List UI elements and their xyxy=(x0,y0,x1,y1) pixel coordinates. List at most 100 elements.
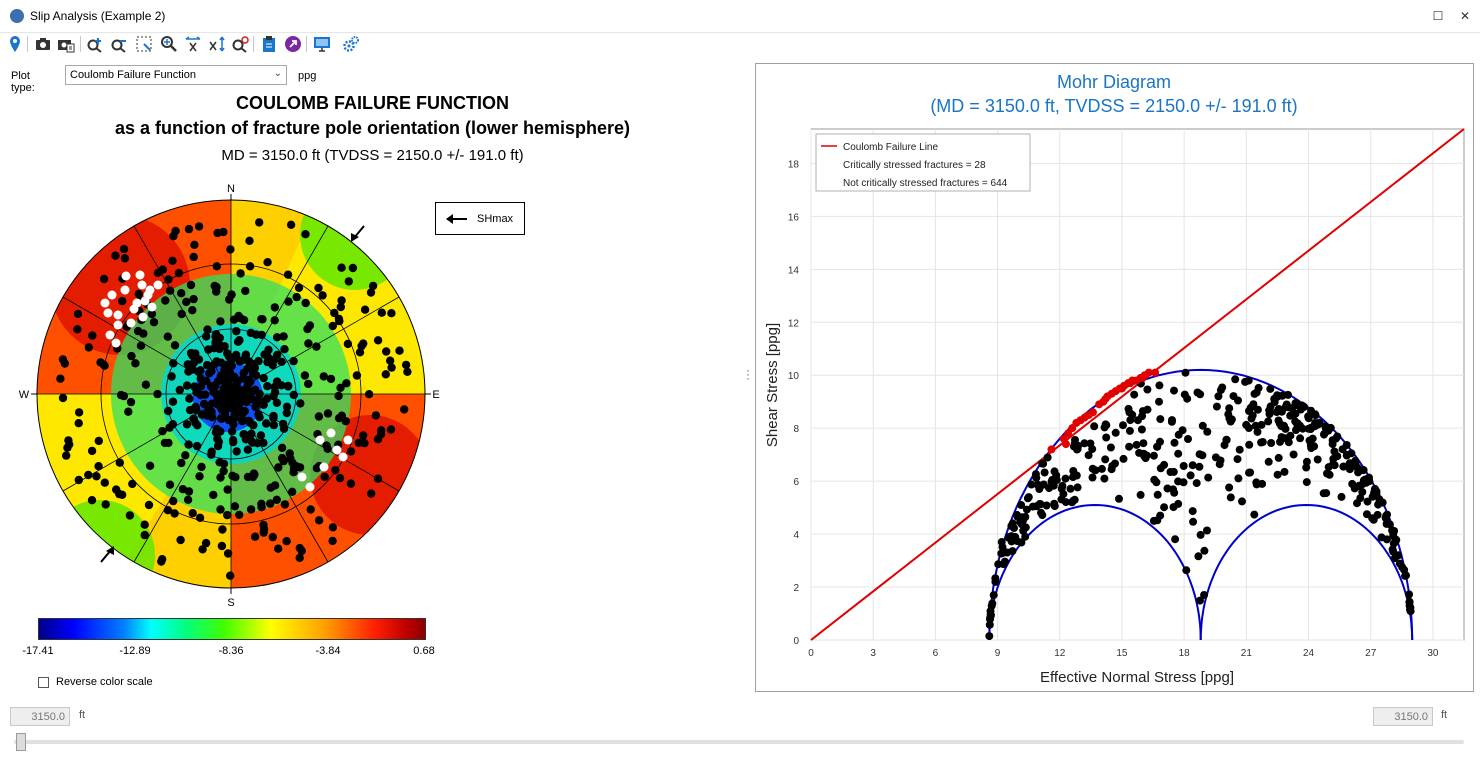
md-right-field[interactable]: 3150.0 xyxy=(1373,707,1433,726)
fracture-pole xyxy=(223,403,233,412)
export-icon[interactable] xyxy=(284,35,302,53)
noncritical-point xyxy=(1160,503,1169,512)
noncritical-point xyxy=(1302,478,1311,487)
fracture-pole xyxy=(337,263,346,272)
fracture-pole xyxy=(274,463,283,472)
noncritical-point xyxy=(1169,485,1178,494)
fracture-pole xyxy=(63,443,72,452)
noncritical-point xyxy=(1136,490,1145,499)
fracture-pole xyxy=(256,431,266,440)
reverse-color-scale-checkbox[interactable] xyxy=(38,677,49,688)
splitter-handle[interactable]: · · · xyxy=(746,363,750,385)
noncritical-point xyxy=(1149,516,1158,525)
fracture-pole xyxy=(196,374,205,383)
stretch-vertical-icon[interactable] xyxy=(208,35,226,53)
fracture-pole xyxy=(223,510,232,520)
depth-slider-track[interactable] xyxy=(14,740,1464,744)
noncritical-point xyxy=(1106,443,1115,452)
fracture-pole xyxy=(115,458,125,467)
fracture-pole xyxy=(395,346,404,355)
plot-type-unit: ppg xyxy=(298,70,317,82)
maximize-button[interactable]: ☐ xyxy=(1432,9,1444,23)
fracture-pole xyxy=(305,321,315,330)
critical-point xyxy=(1061,440,1070,449)
fracture-pole xyxy=(171,226,180,236)
copy-image-icon[interactable] xyxy=(57,35,75,53)
fracture-pole xyxy=(223,485,232,494)
noncritical-point xyxy=(1021,523,1030,532)
fracture-pole xyxy=(210,382,219,391)
fracture-pole xyxy=(288,487,297,496)
fracture-pole xyxy=(371,411,381,420)
noncritical-point xyxy=(1101,455,1110,464)
md-left-field[interactable]: 3150.0 xyxy=(10,707,70,726)
noncritical-point xyxy=(1188,507,1197,516)
fracture-pole xyxy=(269,411,278,421)
fracture-pole xyxy=(272,398,282,407)
zoom-rectangle-icon[interactable] xyxy=(135,35,153,53)
fracture-pole xyxy=(359,339,368,348)
fracture-pole xyxy=(283,382,293,391)
noncritical-point xyxy=(1342,450,1351,459)
noncritical-point xyxy=(1023,494,1032,503)
fracture-pole xyxy=(241,286,250,296)
zoom-out-icon[interactable] xyxy=(110,35,128,53)
mohr-chart[interactable]: Mohr Diagram (MD = 3150.0 ft, TVDSS = 21… xyxy=(756,64,1473,691)
fracture-pole xyxy=(216,317,225,326)
noncritical-point xyxy=(1200,591,1209,599)
fracture-pole xyxy=(360,438,369,448)
zoom-in-icon[interactable] xyxy=(86,35,104,53)
fracture-pole xyxy=(263,258,272,267)
noncritical-point xyxy=(1035,499,1044,508)
stereonet-plot[interactable]: N S E W xyxy=(0,175,470,615)
fracture-pole xyxy=(145,461,155,470)
reset-zoom-icon[interactable] xyxy=(231,35,249,53)
close-button[interactable]: ✕ xyxy=(1459,9,1471,23)
noncritical-point xyxy=(1149,451,1158,460)
critical-fracture-pole xyxy=(120,285,130,295)
fracture-pole xyxy=(207,399,217,408)
fracture-pole xyxy=(294,283,304,292)
fracture-pole xyxy=(74,419,83,428)
fracture-pole xyxy=(192,406,201,415)
mohr-subtitle: (MD = 3150.0 ft, TVDSS = 2150.0 +/- 191.… xyxy=(930,96,1297,116)
noncritical-point xyxy=(1328,436,1337,445)
display-icon[interactable] xyxy=(313,35,331,53)
noncritical-point xyxy=(1194,552,1203,561)
fracture-pole xyxy=(74,475,84,485)
fracture-pole xyxy=(217,541,227,551)
noncritical-point xyxy=(1289,450,1298,459)
camera-icon[interactable] xyxy=(34,35,52,53)
fracture-pole xyxy=(181,451,190,460)
noncritical-point xyxy=(1021,532,1030,541)
noncritical-point xyxy=(1040,468,1049,477)
noncritical-point xyxy=(1395,559,1404,568)
noncritical-point xyxy=(1156,511,1165,520)
x-tick-label: 0 xyxy=(808,648,814,659)
clipboard-icon[interactable] xyxy=(260,35,278,53)
y-tick-label: 4 xyxy=(793,530,799,541)
fracture-pole xyxy=(249,420,258,430)
map-pin-icon[interactable] xyxy=(6,35,24,53)
stretch-horizontal-icon[interactable] xyxy=(184,35,202,53)
noncritical-point xyxy=(1180,390,1189,399)
fracture-pole xyxy=(219,466,228,476)
settings-icon[interactable] xyxy=(342,35,360,53)
noncritical-point xyxy=(1018,516,1027,525)
noncritical-point xyxy=(1216,456,1225,465)
fracture-pole xyxy=(87,446,97,456)
fracture-pole xyxy=(257,314,266,324)
arrow-left-icon xyxy=(446,214,467,224)
zoom-search-icon[interactable] xyxy=(160,35,178,53)
noncritical-point xyxy=(1253,427,1262,436)
fracture-pole xyxy=(250,470,259,479)
noncritical-point xyxy=(1181,368,1190,377)
plot-type-dropdown[interactable]: Coulomb Failure Function ⌄ xyxy=(65,65,287,85)
depth-slider-thumb[interactable] xyxy=(16,733,26,751)
reverse-color-scale-label: Reverse color scale xyxy=(56,676,153,688)
noncritical-point xyxy=(1311,419,1320,427)
fracture-pole xyxy=(337,296,346,305)
critical-fracture-pole xyxy=(297,472,307,482)
fracture-pole xyxy=(192,388,201,397)
noncritical-point xyxy=(1250,510,1259,519)
